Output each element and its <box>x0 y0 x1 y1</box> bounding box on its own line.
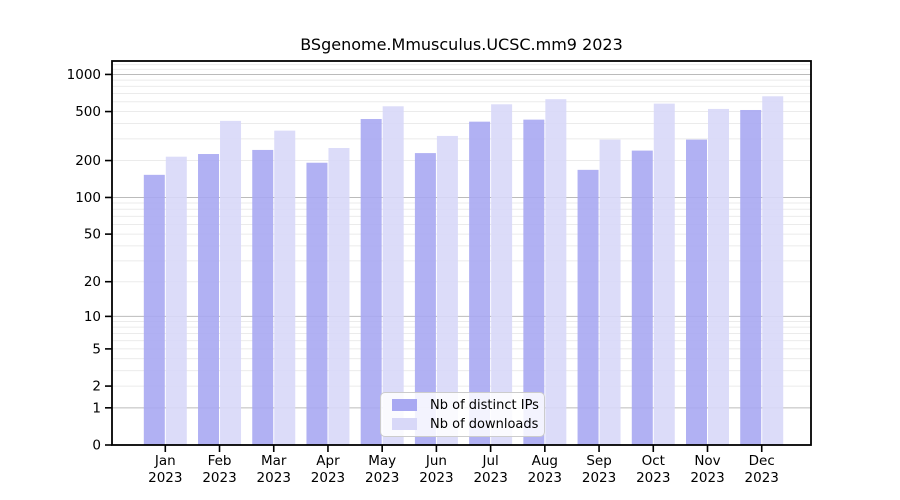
y-tick-label: 500 <box>75 104 101 120</box>
bar-downloads-mar <box>274 130 296 446</box>
bar-downloads-jan <box>165 156 187 445</box>
y-tick-label: 10 <box>84 309 101 325</box>
x-tick-label-year: 2023 <box>745 470 779 486</box>
x-tick-label-year: 2023 <box>148 470 182 486</box>
x-tick-label-month: Oct <box>642 453 665 469</box>
y-tick-label: 200 <box>75 153 101 169</box>
x-tick-label-month: Jun <box>425 453 447 469</box>
bar-downloads-sep <box>599 139 621 446</box>
legend: Nb of distinct IPs Nb of downloads <box>380 392 545 437</box>
x-tick-label-year: 2023 <box>419 470 453 486</box>
bar-distinct-ips-feb <box>198 154 220 446</box>
bar-distinct-ips-dec <box>740 109 762 445</box>
x-tick-label-month: Dec <box>749 453 775 469</box>
plot-frame <box>111 60 812 446</box>
x-tick-label-year: 2023 <box>636 470 670 486</box>
x-tick-label-year: 2023 <box>311 470 345 486</box>
bar-distinct-ips-jun <box>414 153 436 445</box>
y-tick-label: 50 <box>84 227 101 243</box>
bar-downloads-jul <box>491 104 513 445</box>
bar-distinct-ips-oct <box>631 150 653 445</box>
bar-downloads-jun <box>436 135 458 445</box>
x-tick-label-month: Jan <box>154 453 176 469</box>
bar-downloads-may <box>382 106 404 445</box>
bar-downloads-nov <box>708 108 729 445</box>
y-tick-label: 100 <box>75 190 101 206</box>
bar-distinct-ips-mar <box>252 149 274 445</box>
x-tick-label-year: 2023 <box>690 470 724 486</box>
bar-downloads-apr <box>328 147 350 445</box>
x-tick-label-month: Aug <box>532 453 558 469</box>
bar-downloads-feb <box>220 120 242 445</box>
bar-distinct-ips-sep <box>577 169 599 445</box>
x-tick-label-year: 2023 <box>582 470 616 486</box>
y-tick-label: 1 <box>92 400 101 416</box>
x-tick-label-year: 2023 <box>473 470 507 486</box>
bar-downloads-aug <box>545 99 567 445</box>
legend-label-distinct-ips: Nb of distinct IPs <box>430 397 539 413</box>
y-tick-label: 2 <box>92 379 101 395</box>
bar-distinct-ips-jul <box>469 121 491 446</box>
bar-downloads-oct <box>653 103 675 445</box>
x-tick-label-year: 2023 <box>365 470 399 486</box>
bar-distinct-ips-may <box>360 119 382 446</box>
bar-distinct-ips-apr <box>306 162 328 446</box>
x-tick-label-month: Mar <box>261 453 287 469</box>
bar-distinct-ips-aug <box>523 119 545 446</box>
bar-distinct-ips-nov <box>686 139 707 446</box>
legend-swatch-distinct-ips <box>392 399 417 411</box>
x-tick-label-month: May <box>368 453 396 469</box>
x-tick-label-year: 2023 <box>257 470 291 486</box>
bar-distinct-ips-jan <box>143 174 165 446</box>
chart-title: BSgenome.Mmusculus.UCSC.mm9 2023 <box>300 35 623 54</box>
x-tick-label-month: Nov <box>694 453 720 469</box>
x-tick-label-month: Sep <box>586 453 611 469</box>
legend-item-downloads: Nb of downloads <box>392 418 544 431</box>
x-tick-label-month: Jul <box>481 453 498 469</box>
y-tick-label: 0 <box>92 438 101 454</box>
legend-label-downloads: Nb of downloads <box>430 416 539 432</box>
x-tick-label-year: 2023 <box>528 470 562 486</box>
y-tick-label: 5 <box>92 341 101 357</box>
y-tick-label: 1000 <box>67 67 101 83</box>
x-tick-label-month: Apr <box>316 453 340 469</box>
bar-downloads-dec <box>762 96 784 445</box>
x-tick-label-month: Feb <box>208 453 232 469</box>
x-tick-label-year: 2023 <box>202 470 236 486</box>
y-tick-label: 20 <box>84 274 101 290</box>
legend-item-distinct-ips: Nb of distinct IPs <box>392 399 544 412</box>
legend-swatch-downloads <box>392 418 417 430</box>
